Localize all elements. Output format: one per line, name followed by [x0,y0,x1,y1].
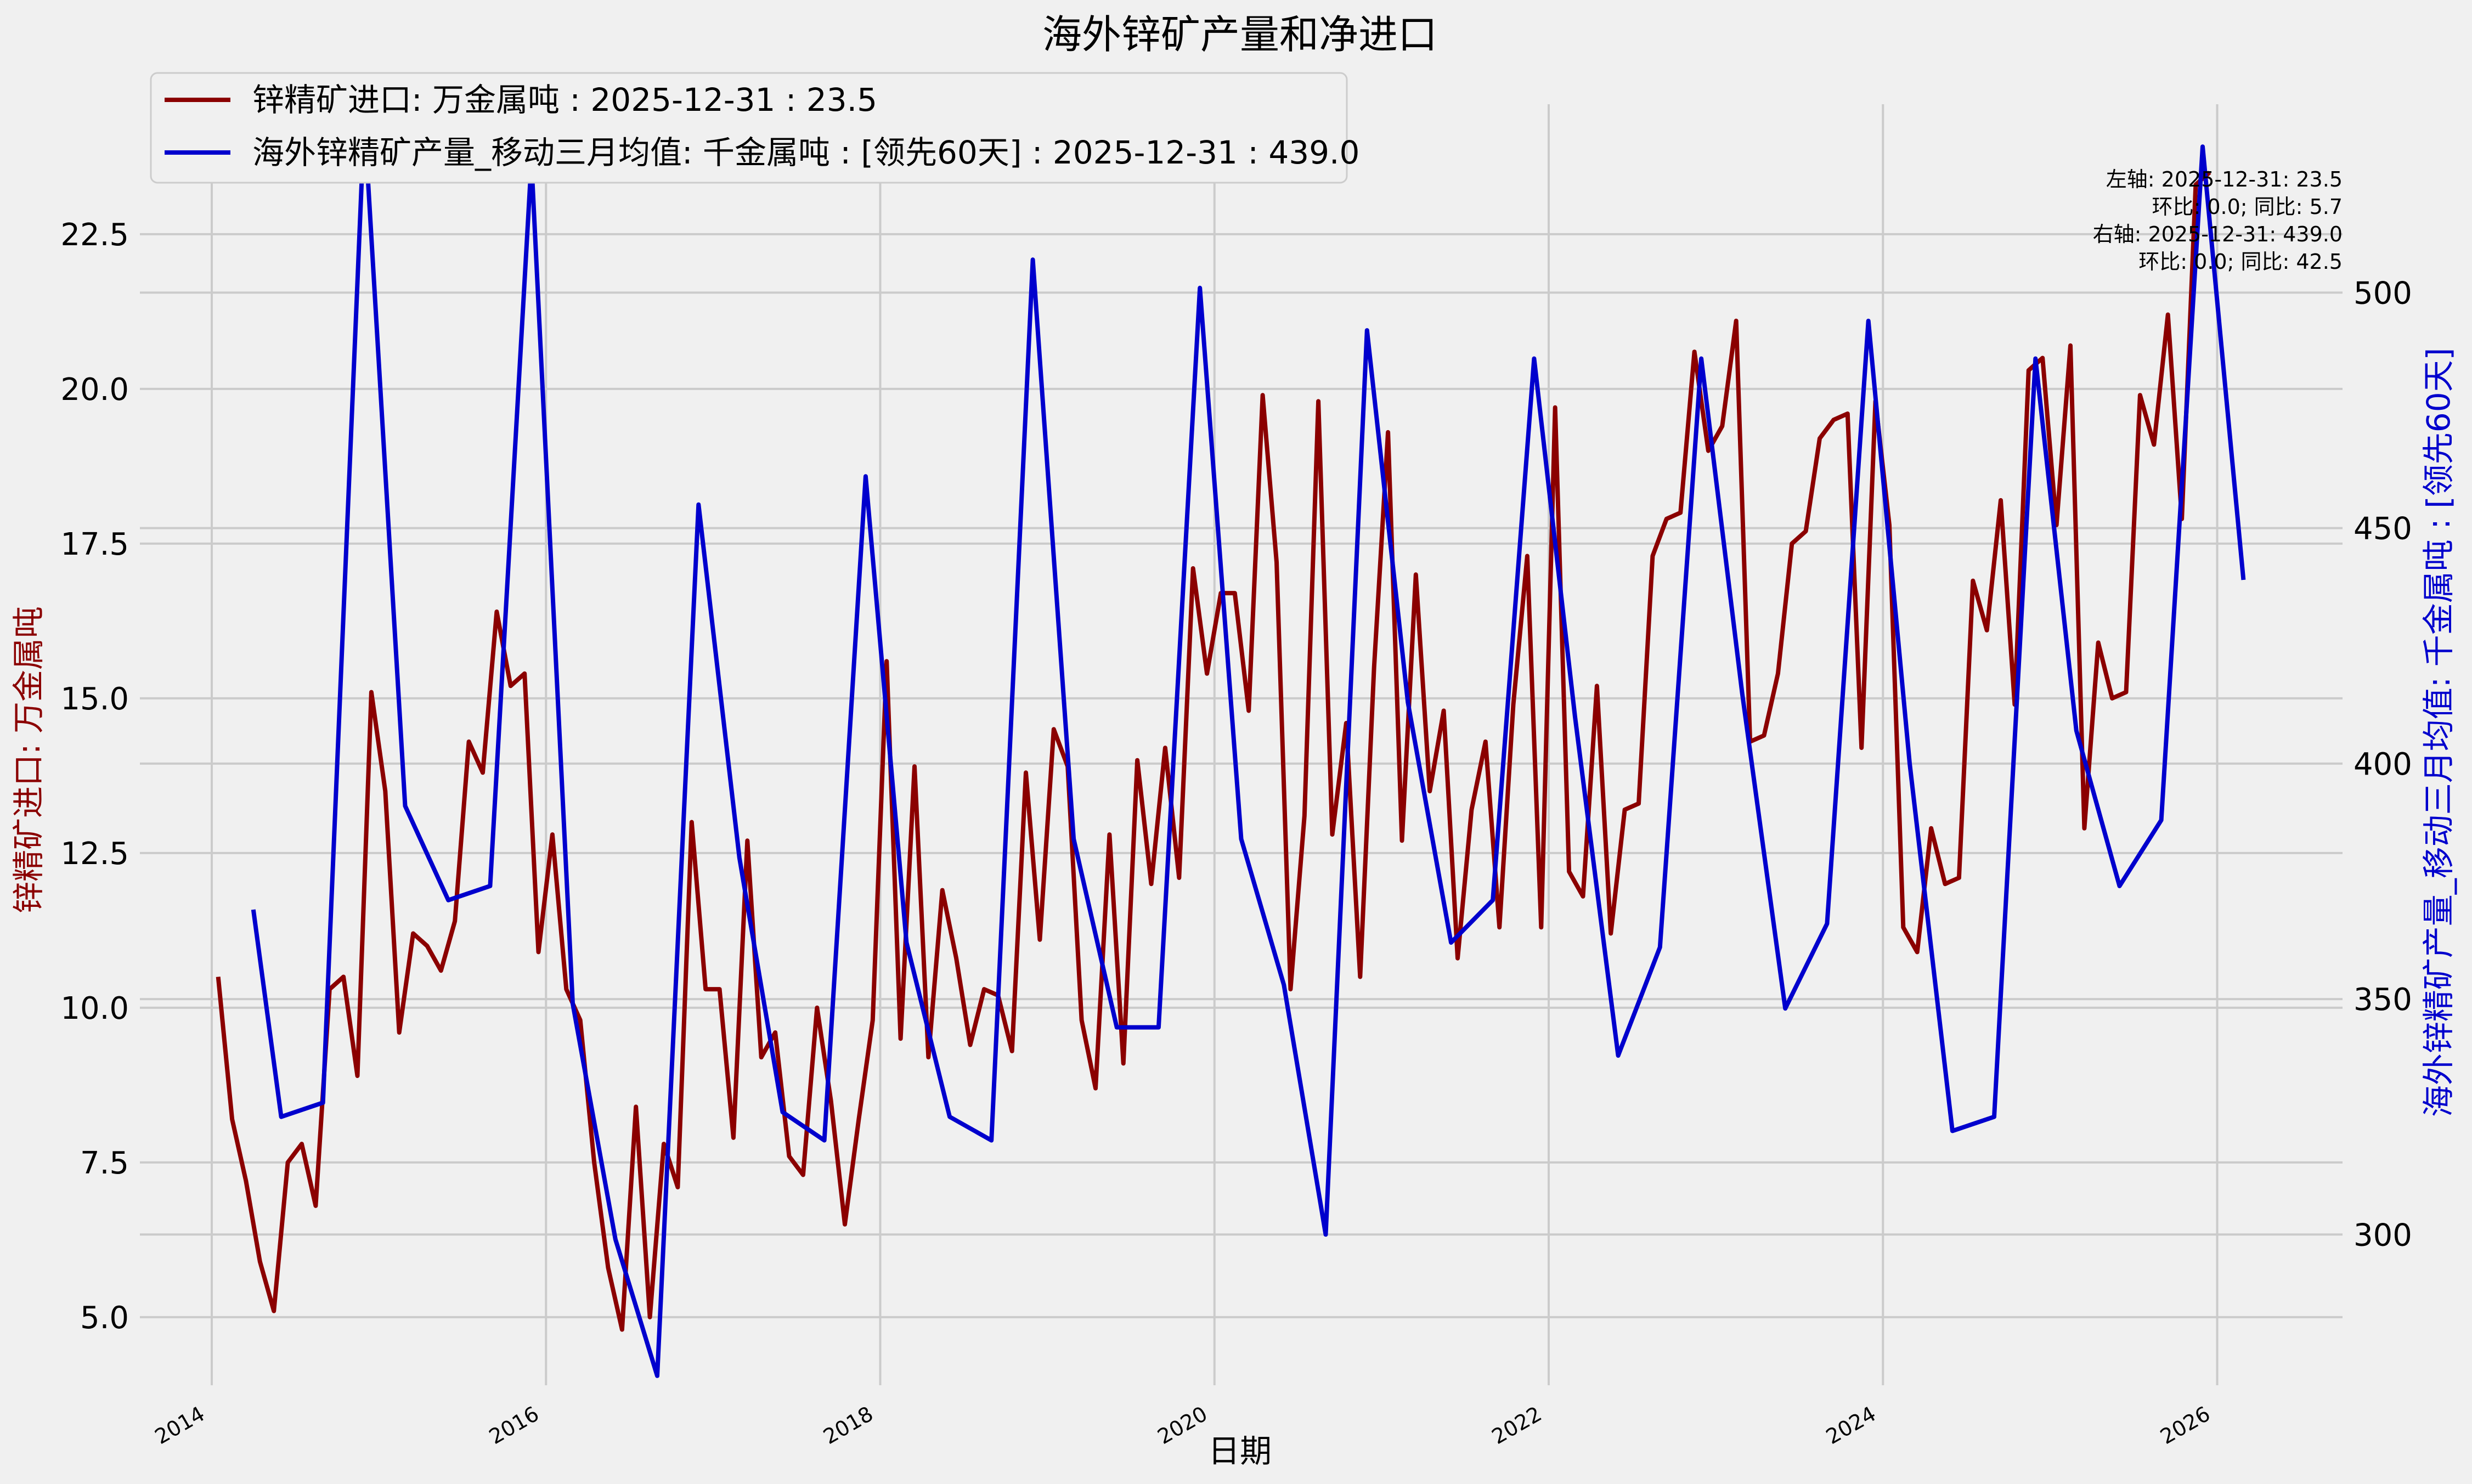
right-axis-label: 海外锌精矿产量_移动三月均值: 千金属吨 : [领先60天] [2420,348,2457,1117]
x-axis-label: 日期 [1208,1432,1272,1470]
legend: 锌精矿进口: 万金属吨 : 2025-12-31 : 23.5 海外锌精矿产量_… [150,72,1359,184]
right-axis-ticks: 300 350 400 450 500 [2354,275,2412,1253]
annotation-line: 环比: 0.0; 同比: 42.5 [2138,250,2343,274]
annotation-line: 右轴: 2025-12-31: 439.0 [2093,222,2343,246]
right-tick-label: 300 [2354,1217,2412,1253]
legend-entry-right: 海外锌精矿产量_移动三月均值: 千金属吨 : [领先60天] : 2025-12… [252,134,1359,171]
chart-title: 海外锌矿产量和净进口 [1042,12,1437,58]
left-tick-label: 10.0 [60,991,129,1026]
left-tick-label: 7.5 [80,1146,129,1181]
right-tick-label: 400 [2354,747,2412,782]
left-tick-label: 5.0 [80,1300,129,1336]
left-tick-label: 12.5 [60,836,129,872]
grid [140,104,2343,1385]
annotation-line: 左轴: 2025-12-31: 23.5 [2106,167,2343,191]
left-axis-ticks: 5.0 7.5 10.0 12.5 15.0 17.5 20.0 22.5 [60,217,129,1336]
left-axis-label: 锌精矿进口: 万金属吨 [10,606,47,913]
legend-box [150,72,1348,184]
legend-entry-left: 锌精矿进口: 万金属吨 : 2025-12-31 : 23.5 [252,81,877,119]
left-tick-label: 20.0 [60,372,129,408]
right-tick-label: 500 [2354,275,2412,311]
left-tick-label: 22.5 [60,217,129,253]
annotation-line: 环比: 0.0; 同比: 5.7 [2152,195,2343,219]
series-layer [216,116,2246,1378]
series-line-overseas-zinc-production [251,116,2246,1378]
left-tick-label: 17.5 [60,527,129,562]
left-tick-label: 15.0 [60,681,129,717]
right-tick-label: 450 [2354,511,2412,547]
annotation: 左轴: 2025-12-31: 23.5 环比: 0.0; 同比: 5.7 右轴… [2093,167,2343,274]
right-tick-label: 350 [2354,982,2412,1018]
